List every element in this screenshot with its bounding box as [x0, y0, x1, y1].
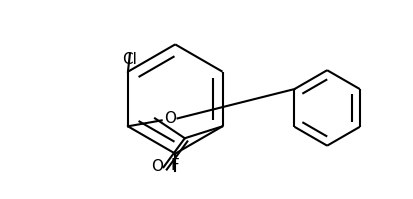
Text: O: O	[164, 111, 176, 126]
Text: O: O	[151, 159, 163, 174]
Text: F: F	[171, 158, 180, 174]
Text: Cl: Cl	[123, 52, 138, 67]
